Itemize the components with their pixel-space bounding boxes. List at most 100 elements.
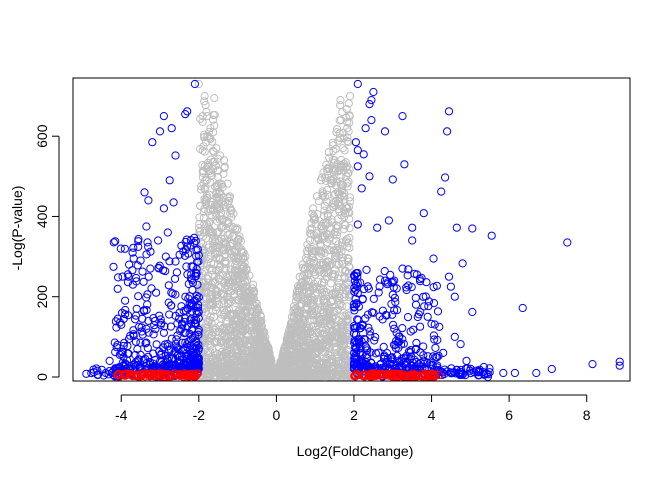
data-point-not-significant: [342, 113, 351, 122]
data-point-not-significant: [308, 249, 317, 258]
data-point-significant: [118, 272, 127, 281]
data-point-not-significant: [318, 189, 327, 198]
data-point-not-significant: [343, 364, 352, 373]
data-point-not-significant: [330, 156, 339, 165]
data-point-not-significant: [226, 209, 235, 218]
data-point-significant: [588, 360, 597, 369]
data-point-significant: [175, 308, 184, 317]
data-point-significant: [181, 292, 190, 301]
data-point-not-significant: [334, 136, 343, 145]
data-point-significant: [462, 356, 471, 365]
data-point-not-significant: [245, 372, 254, 381]
data-point-not-significant: [327, 178, 336, 187]
data-point-not-significant: [334, 222, 343, 231]
data-point-not-significant: [334, 204, 343, 214]
data-point-significant: [444, 107, 454, 116]
data-point-significant: [190, 79, 199, 89]
data-point-significant: [380, 352, 389, 361]
data-point-not-significant: [287, 312, 296, 321]
data-point-significant: [429, 254, 438, 263]
data-point-significant: [115, 350, 124, 359]
data-point-significant: [123, 278, 133, 287]
data-point-significant: [439, 348, 448, 357]
data-point-not-significant: [231, 283, 240, 292]
data-point-significant: [154, 236, 163, 245]
data-point-not-significant: [205, 127, 214, 137]
data-point-not-significant: [343, 254, 352, 263]
data-point-not-significant: [210, 94, 219, 103]
red-points-layer: [113, 369, 444, 382]
data-point-not-significant: [332, 354, 341, 363]
data-point-not-significant: [334, 316, 343, 325]
data-point-low-significance: [353, 370, 362, 380]
data-point-significant: [109, 370, 118, 380]
data-point-significant: [474, 367, 484, 376]
data-point-not-significant: [294, 287, 303, 296]
data-point-significant: [173, 319, 182, 328]
data-point-significant: [353, 146, 362, 155]
data-point-not-significant: [202, 176, 211, 185]
data-point-not-significant: [336, 96, 345, 105]
data-point-not-significant: [239, 317, 248, 326]
data-point-significant: [175, 326, 184, 335]
data-point-not-significant: [318, 258, 327, 267]
data-point-not-significant: [203, 194, 212, 203]
data-point-significant: [446, 282, 455, 291]
data-point-not-significant: [227, 265, 236, 274]
data-point-low-significance: [423, 370, 432, 379]
data-point-not-significant: [324, 257, 333, 266]
data-point-not-significant: [215, 364, 224, 373]
data-point-significant: [187, 270, 196, 279]
data-point-not-significant: [325, 327, 334, 336]
y-tick-label: 600: [34, 124, 50, 148]
data-point-not-significant: [203, 372, 212, 381]
data-point-significant: [354, 335, 363, 344]
x-axis: -4 -2 0 2 4 6 8: [115, 394, 591, 423]
data-point-significant: [404, 265, 413, 274]
data-point-significant: [128, 280, 137, 289]
data-point-not-significant: [297, 336, 306, 345]
data-point-significant: [367, 359, 376, 368]
data-point-significant: [427, 319, 436, 328]
data-point-not-significant: [338, 108, 347, 117]
data-point-not-significant: [288, 350, 297, 359]
data-point-not-significant: [331, 164, 340, 173]
data-point-not-significant: [298, 260, 307, 269]
data-point-not-significant: [259, 372, 268, 381]
data-point-significant: [378, 306, 387, 315]
data-point-significant: [441, 173, 450, 182]
data-point-significant: [430, 320, 439, 329]
data-point-not-significant: [239, 321, 248, 330]
data-point-not-significant: [248, 284, 257, 293]
data-point-not-significant: [200, 147, 209, 156]
data-point-not-significant: [320, 290, 330, 299]
data-point-significant: [390, 306, 399, 315]
data-point-significant: [190, 233, 199, 242]
data-point-not-significant: [344, 202, 354, 211]
data-point-not-significant: [240, 291, 249, 300]
data-point-significant: [129, 330, 138, 339]
data-point-significant: [192, 294, 201, 304]
data-point-not-significant: [300, 270, 309, 279]
data-point-significant: [450, 332, 459, 341]
data-point-not-significant: [305, 266, 314, 275]
data-point-not-significant: [234, 296, 243, 305]
data-point-not-significant: [312, 316, 321, 325]
data-point-not-significant: [312, 325, 321, 334]
data-point-not-significant: [256, 341, 265, 350]
data-point-not-significant: [289, 333, 298, 342]
data-point-not-significant: [249, 280, 258, 289]
data-point-not-significant: [323, 238, 332, 247]
data-point-not-significant: [196, 202, 205, 211]
data-point-significant: [144, 352, 153, 361]
data-point-significant: [429, 283, 438, 292]
data-point-not-significant: [313, 234, 323, 243]
data-point-significant: [381, 310, 390, 320]
data-point-significant: [174, 345, 183, 354]
data-point-low-significance: [377, 370, 386, 379]
data-point-not-significant: [303, 246, 312, 255]
data-point-low-significance: [394, 370, 403, 379]
data-point-not-significant: [239, 254, 248, 263]
data-point-significant: [142, 338, 151, 347]
data-point-significant: [183, 270, 192, 279]
